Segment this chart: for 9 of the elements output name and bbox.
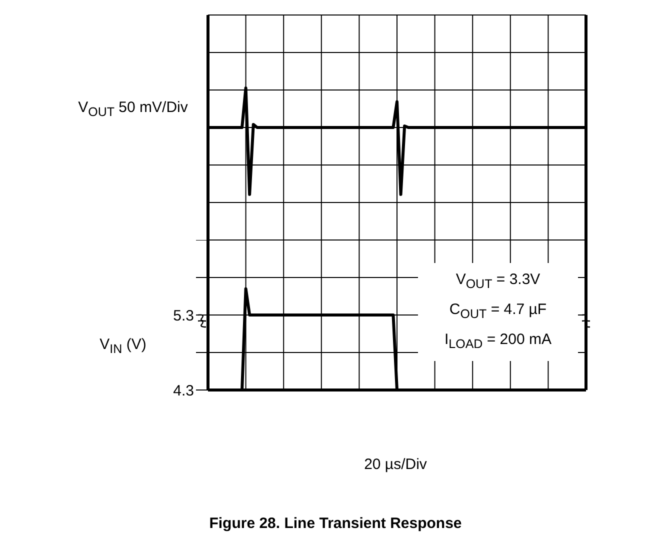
y-axis-title: V$_{OUT}$ 50 mV/Div (78, 98, 188, 121)
annotation: C$_{OUT}$ = 4.7 µF (448, 300, 548, 323)
annotation: I$_{LOAD}$ = 200 mA (443, 330, 552, 353)
text: Figure 28. Line Transient Response (208, 515, 463, 532)
annotation: V$_{OUT}$ = 3.3V (454, 270, 542, 293)
y-axis-title: V$_{IN}$ (V) (98, 335, 148, 358)
y-tick-label: 4.3 (173, 382, 194, 400)
x-axis-title: 20 µs/Div (363, 456, 428, 473)
y-tick-label: 5.3 (173, 307, 194, 324)
